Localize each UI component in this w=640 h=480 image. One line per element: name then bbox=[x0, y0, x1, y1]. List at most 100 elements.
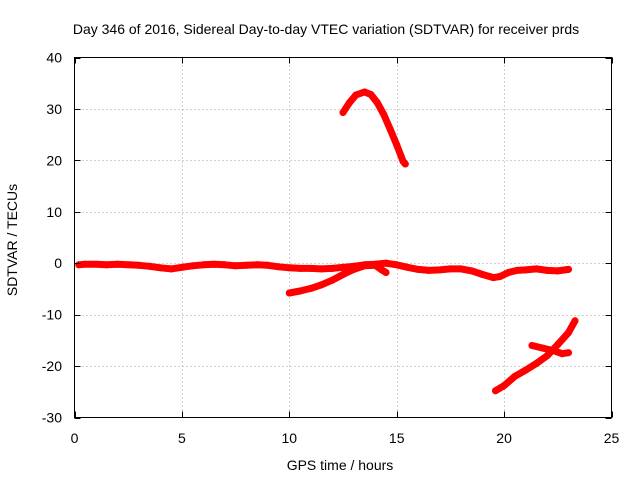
data-point bbox=[350, 265, 358, 273]
plot-frame bbox=[74, 57, 612, 418]
y-tick-label: 0 bbox=[54, 255, 62, 271]
data-point bbox=[492, 387, 499, 395]
data-point bbox=[511, 372, 519, 380]
data-point bbox=[232, 262, 240, 270]
axis-ticks: 0 5 10 15 20 25 -30 -20 -10 0 10 20 30 40 bbox=[42, 50, 620, 447]
data-point bbox=[81, 260, 89, 268]
data-point bbox=[500, 382, 508, 390]
data-point bbox=[401, 160, 409, 168]
data-point bbox=[318, 281, 325, 289]
data-point bbox=[414, 265, 422, 273]
y-axis-label: SDTVAR / TECUs bbox=[4, 184, 20, 296]
data-point bbox=[210, 260, 218, 268]
y-tick-label: 10 bbox=[46, 204, 62, 220]
data-point bbox=[361, 262, 368, 270]
data-point bbox=[496, 273, 504, 281]
x-tick-label: 25 bbox=[604, 430, 620, 446]
data-point bbox=[275, 263, 283, 271]
data-point bbox=[554, 341, 562, 348]
data-point bbox=[532, 265, 540, 273]
x-tick-label: 15 bbox=[389, 430, 405, 446]
data-point bbox=[522, 266, 530, 274]
x-tick-label: 0 bbox=[71, 430, 79, 446]
series-track bbox=[339, 88, 409, 168]
data-point bbox=[328, 264, 336, 272]
data-point bbox=[554, 267, 562, 275]
data-point bbox=[307, 264, 315, 272]
data-point bbox=[156, 264, 164, 272]
data-point bbox=[565, 349, 572, 357]
data-point bbox=[135, 261, 143, 269]
y-tick-label: 40 bbox=[46, 50, 62, 66]
data-point bbox=[253, 261, 261, 269]
data-point bbox=[543, 266, 551, 274]
y-tick-label: -20 bbox=[42, 358, 62, 374]
series-track bbox=[75, 259, 572, 282]
data-point bbox=[75, 261, 83, 269]
data-point bbox=[403, 263, 411, 271]
data-point bbox=[371, 261, 379, 269]
data-point bbox=[361, 88, 368, 96]
data-point bbox=[328, 276, 336, 284]
data-point bbox=[339, 109, 347, 116]
y-tick-label: 20 bbox=[46, 152, 62, 168]
data-point bbox=[571, 317, 579, 325]
data-point bbox=[367, 91, 375, 98]
x-axis-label: GPS time / hours bbox=[287, 457, 394, 473]
data-point bbox=[457, 265, 465, 273]
series-track bbox=[528, 342, 572, 358]
data-point bbox=[393, 141, 401, 149]
data-point bbox=[373, 99, 381, 107]
data-point bbox=[167, 265, 175, 273]
data-point bbox=[528, 342, 536, 349]
y-tick-label: -10 bbox=[42, 307, 62, 323]
data-point bbox=[446, 265, 454, 273]
data-point bbox=[103, 261, 111, 269]
data-point bbox=[550, 347, 557, 355]
data-point bbox=[285, 289, 293, 297]
data-point bbox=[318, 265, 325, 273]
data-point bbox=[221, 261, 229, 269]
data-point bbox=[565, 265, 572, 273]
data-point bbox=[352, 91, 360, 99]
data-point bbox=[199, 261, 207, 269]
data-point bbox=[382, 269, 390, 276]
data-point bbox=[285, 264, 293, 272]
data-point bbox=[468, 267, 476, 275]
data-point bbox=[489, 274, 497, 282]
data-point bbox=[558, 350, 566, 358]
series-track bbox=[285, 261, 390, 297]
data-point bbox=[296, 264, 304, 272]
data-point bbox=[296, 287, 304, 295]
y-tick-label: -30 bbox=[42, 410, 62, 426]
data-point bbox=[522, 366, 530, 374]
data-point bbox=[242, 261, 250, 269]
data-point bbox=[264, 261, 272, 269]
data-point bbox=[178, 263, 186, 271]
data-point bbox=[339, 263, 347, 271]
data-point bbox=[380, 111, 388, 119]
data-point bbox=[479, 271, 487, 278]
data-point bbox=[345, 99, 353, 107]
data-point bbox=[425, 266, 433, 274]
data-series bbox=[75, 88, 579, 395]
x-tick-label: 20 bbox=[496, 430, 512, 446]
data-point bbox=[543, 352, 551, 360]
data-point bbox=[124, 261, 132, 269]
data-point bbox=[146, 262, 154, 270]
data-point bbox=[513, 266, 521, 274]
data-point bbox=[393, 261, 401, 269]
data-point bbox=[539, 344, 547, 352]
series-track bbox=[492, 317, 579, 395]
data-point bbox=[92, 260, 100, 268]
data-point bbox=[565, 329, 572, 337]
chart-title: Day 346 of 2016, Sidereal Day-to-day VTE… bbox=[73, 21, 579, 37]
x-tick-label: 5 bbox=[178, 430, 186, 446]
x-tick-label: 10 bbox=[282, 430, 298, 446]
data-point bbox=[339, 271, 347, 278]
data-point bbox=[307, 284, 315, 292]
data-point bbox=[436, 266, 444, 274]
data-point bbox=[114, 260, 121, 268]
y-tick-label: 30 bbox=[46, 101, 62, 117]
data-point bbox=[532, 360, 540, 367]
